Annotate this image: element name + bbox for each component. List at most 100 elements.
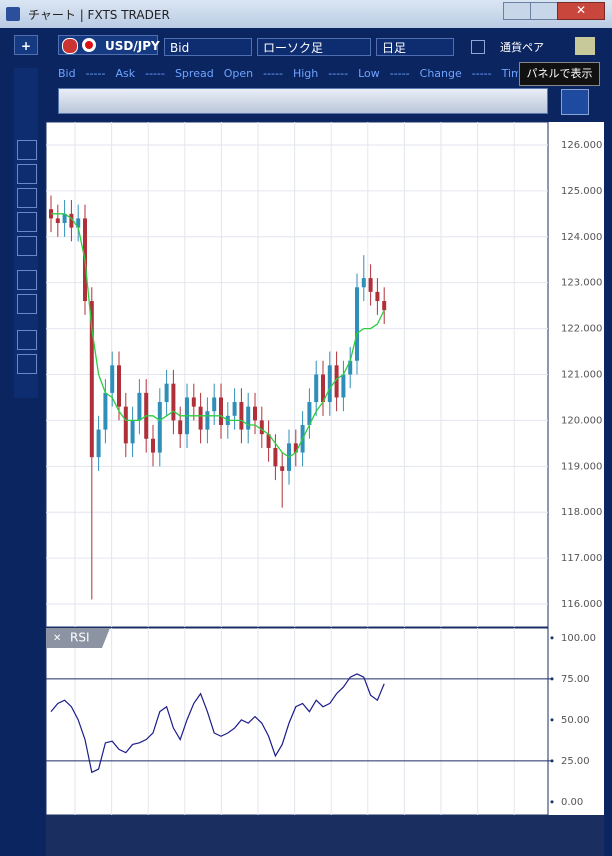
candle-body [375, 291, 380, 302]
candle-body [355, 287, 359, 361]
candle-body [334, 365, 339, 398]
add-button[interactable]: + [14, 35, 38, 55]
y-tick-label: 0.00 [561, 797, 583, 808]
candle-body [137, 392, 142, 421]
candle-body [164, 383, 169, 403]
tool-button[interactable] [17, 270, 37, 290]
candle-body [212, 397, 217, 412]
y-tick-label: 100.00 [561, 633, 596, 644]
tool-panel [14, 68, 38, 398]
y-tick-label: 123.000 [561, 278, 602, 289]
candle-body [273, 447, 278, 467]
candle-body [341, 374, 346, 398]
candle-body [382, 301, 387, 311]
undock-button[interactable] [575, 37, 595, 55]
candle-body [361, 278, 366, 288]
tool-button[interactable] [17, 164, 37, 184]
tool-button[interactable] [17, 140, 37, 160]
quote-field: ----- [263, 67, 283, 80]
indicator-line [51, 213, 385, 458]
chart-kind-select[interactable]: ローソク足 [257, 38, 371, 56]
pair-checkbox[interactable] [471, 40, 485, 54]
quote-field: Change [419, 67, 462, 80]
window-title: チャート | FXTS TRADER [28, 8, 170, 22]
candle-body [103, 392, 108, 430]
candle-body [232, 402, 237, 416]
app-icon [6, 7, 20, 21]
candle-body [76, 218, 81, 228]
minimize-button[interactable] [503, 2, 531, 20]
candle-body [191, 397, 196, 407]
candle-body [89, 301, 94, 458]
candle-body [219, 397, 223, 425]
quote-bar: Bid ----- Ask ----- Spread Open ----- High -----… [58, 67, 518, 80]
maximize-button[interactable] [530, 2, 558, 20]
y-tick-label: 122.000 [561, 324, 602, 335]
candle-body [205, 411, 210, 430]
quote-field: ----- [471, 67, 492, 80]
y-tick-label: 120.000 [561, 415, 602, 426]
tooltip: パネルで表示 [519, 62, 600, 86]
y-tick-label: 117.000 [561, 553, 602, 564]
candle-body [178, 420, 183, 435]
candle-body [171, 383, 176, 421]
tool-button[interactable] [17, 354, 37, 374]
period-select[interactable]: 日足 [376, 38, 454, 56]
pair-toggle-label: 通貨ペア [500, 41, 544, 54]
tool-button[interactable] [17, 294, 37, 314]
candle-body [157, 402, 162, 453]
tool-button[interactable] [17, 188, 37, 208]
quote-field: Spread [174, 67, 214, 80]
candle-body [55, 218, 60, 223]
price-select[interactable]: Bid [164, 38, 252, 56]
candle-body [321, 374, 325, 403]
candle-body [266, 434, 271, 448]
candle-body [123, 406, 128, 444]
candle-body [110, 365, 115, 393]
candle-body [293, 443, 298, 453]
candle-body [280, 466, 285, 471]
navigator[interactable] [58, 88, 548, 114]
tool-button[interactable] [17, 212, 37, 232]
candle-body [62, 213, 67, 223]
title-bar: チャート | FXTS TRADER ✕ [0, 0, 612, 28]
y-tick-label: 125.000 [561, 186, 602, 197]
candle-body [130, 420, 135, 444]
quote-field: High [292, 67, 319, 80]
candle-body [368, 278, 373, 292]
y-tick-label: 25.00 [561, 756, 590, 767]
flag-us [62, 38, 78, 54]
quote-field: ----- [145, 67, 165, 80]
y-tick-label: 50.00 [561, 715, 590, 726]
navigator-button[interactable] [561, 89, 589, 115]
candle-body [239, 402, 244, 430]
y-tick-label: 119.000 [561, 461, 602, 472]
y-tick-label: 75.00 [561, 674, 590, 685]
quote-field: ----- [389, 67, 410, 80]
panel-title: RSI [70, 631, 90, 645]
tick-dot [550, 800, 554, 804]
quote-field: Low [358, 67, 380, 80]
candle-body [151, 438, 155, 453]
close-button[interactable]: ✕ [557, 2, 605, 20]
y-tick-label: 116.000 [561, 599, 602, 610]
candle-body [253, 406, 257, 421]
tool-button[interactable] [17, 236, 37, 256]
plot-area [45, 627, 549, 816]
y-tick-label: 124.000 [561, 232, 602, 243]
rsi-line [50, 673, 385, 774]
candle-body [327, 365, 332, 403]
candle-body [198, 406, 203, 430]
flag-jp [82, 38, 96, 52]
quote-field: ----- [328, 67, 349, 80]
axis-background [548, 122, 604, 815]
quote-field: Bid [58, 67, 76, 80]
quote-field: ----- [85, 67, 106, 80]
tick-dot [550, 636, 554, 640]
y-tick-label: 118.000 [561, 507, 602, 518]
candle-body [307, 402, 312, 425]
quote-field: Open [223, 67, 254, 80]
tool-button[interactable] [17, 330, 37, 350]
